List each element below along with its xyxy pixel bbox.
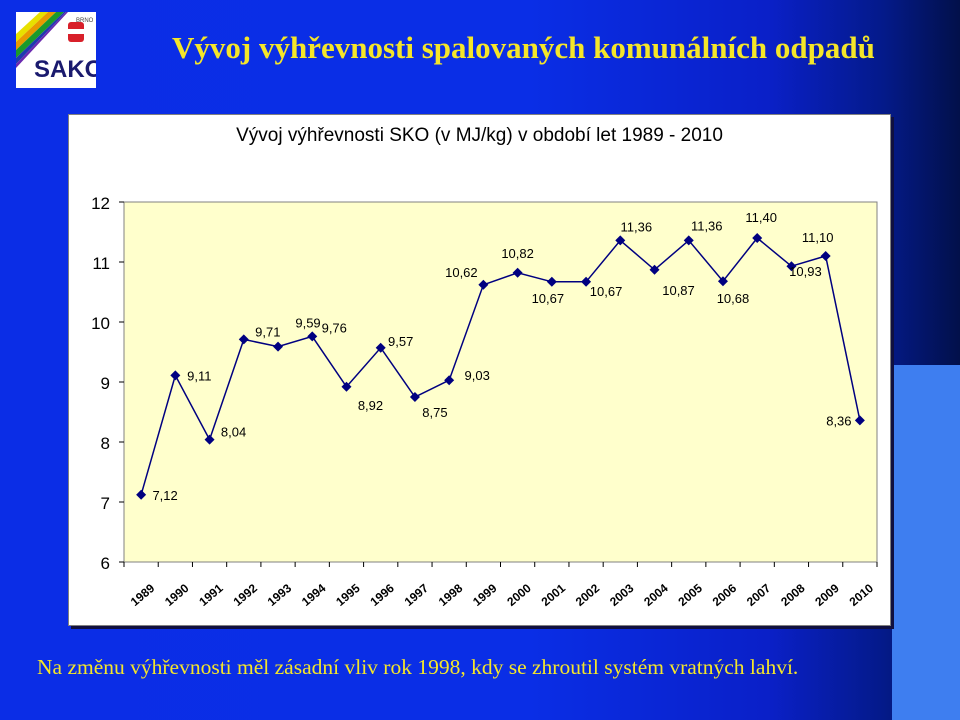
logo-subtext: BRNO (76, 18, 94, 24)
data-point (444, 375, 455, 386)
decorative-side-panel (892, 365, 960, 720)
data-point (649, 264, 660, 275)
y-tick-label: 9 (101, 374, 110, 393)
x-tick-label: 1989 (128, 581, 158, 609)
data-point (478, 279, 489, 290)
footnote: Na změnu výhřevnosti měl zásadní vliv ro… (37, 655, 799, 679)
data-label: 7,12 (152, 488, 177, 503)
data-label: 11,36 (621, 219, 653, 234)
x-tick-label: 2000 (504, 581, 534, 609)
x-tick-label: 2006 (710, 581, 740, 609)
x-tick-label: 2004 (641, 581, 671, 609)
x-tick-label: 1993 (265, 581, 295, 609)
x-tick-label: 2008 (778, 581, 808, 609)
chart-title: Vývoj výhřevnosti SKO (v MJ/kg) v období… (236, 125, 723, 146)
data-label: 10,82 (501, 246, 534, 261)
data-point (581, 276, 592, 287)
data-point (546, 276, 557, 287)
data-point (409, 392, 420, 402)
logo-text: SAKO (34, 56, 96, 83)
data-label: 10,67 (590, 284, 623, 299)
data-point (820, 251, 831, 261)
x-tick-label: 1998 (436, 581, 466, 609)
x-tick-label: 1997 (402, 581, 432, 609)
data-point (375, 342, 386, 353)
data-label: 9,59 (295, 316, 320, 331)
x-tick-label: 1991 (196, 581, 226, 609)
data-label: 8,36 (826, 413, 851, 428)
data-point (512, 267, 523, 278)
data-label: 11,36 (691, 218, 723, 233)
y-tick-label: 8 (101, 434, 110, 453)
x-tick-label: 2010 (847, 581, 877, 609)
data-label: 8,75 (422, 405, 447, 420)
series-line (140, 236, 861, 496)
y-tick-label: 10 (91, 314, 110, 333)
sako-logo: BRNO SAKO (16, 12, 96, 88)
x-tick-label: 1990 (162, 581, 192, 609)
data-label: 9,71 (255, 324, 280, 339)
data-point (341, 381, 352, 392)
data-point (683, 235, 694, 246)
x-tick-label: 2009 (812, 581, 842, 609)
y-tick-label: 6 (101, 554, 110, 573)
x-tick-label: 2002 (573, 581, 603, 609)
data-point (170, 370, 181, 381)
data-label: 10,67 (532, 291, 565, 306)
data-point (752, 233, 763, 243)
x-tick-label: 1995 (333, 581, 363, 609)
data-label: 9,03 (465, 368, 490, 383)
data-point (204, 434, 215, 445)
data-label: 9,11 (187, 368, 211, 383)
data-label: 11,10 (802, 230, 834, 245)
data-point (786, 261, 797, 272)
data-label: 11,40 (745, 210, 777, 225)
plot-area (123, 201, 878, 563)
data-label: 10,87 (662, 283, 695, 298)
data-point (273, 341, 284, 352)
x-tick-label: 1999 (470, 581, 500, 609)
data-label: 8,04 (221, 425, 246, 440)
x-tick-label: 2005 (675, 581, 705, 609)
data-label: 8,92 (358, 398, 383, 413)
data-point (136, 489, 147, 500)
x-tick-label: 2001 (539, 581, 569, 609)
logo-stripes-icon (16, 12, 84, 68)
x-tick-label: 2007 (744, 581, 774, 609)
data-point (307, 331, 318, 342)
data-label: 10,68 (717, 291, 750, 306)
slide-title: Vývoj výhřevnosti spalovaných komunálníc… (172, 30, 875, 65)
data-point (717, 276, 728, 287)
y-tick-label: 12 (91, 194, 110, 213)
chart-container: Vývoj výhřevnosti SKO (v MJ/kg) v období… (68, 114, 891, 626)
data-label: 9,57 (388, 334, 413, 349)
x-tick-label: 1996 (367, 581, 397, 609)
data-point (615, 235, 626, 246)
data-label: 9,76 (322, 320, 347, 335)
x-tick-label: 2003 (607, 581, 637, 609)
x-tick-label: 1994 (299, 581, 329, 609)
y-tick-label: 11 (92, 254, 110, 273)
x-tick-label: 1992 (230, 581, 260, 609)
data-point (854, 415, 865, 426)
data-point (238, 334, 249, 345)
data-label: 10,62 (445, 265, 478, 280)
data-label: 10,93 (789, 264, 822, 279)
y-tick-label: 7 (101, 494, 110, 513)
